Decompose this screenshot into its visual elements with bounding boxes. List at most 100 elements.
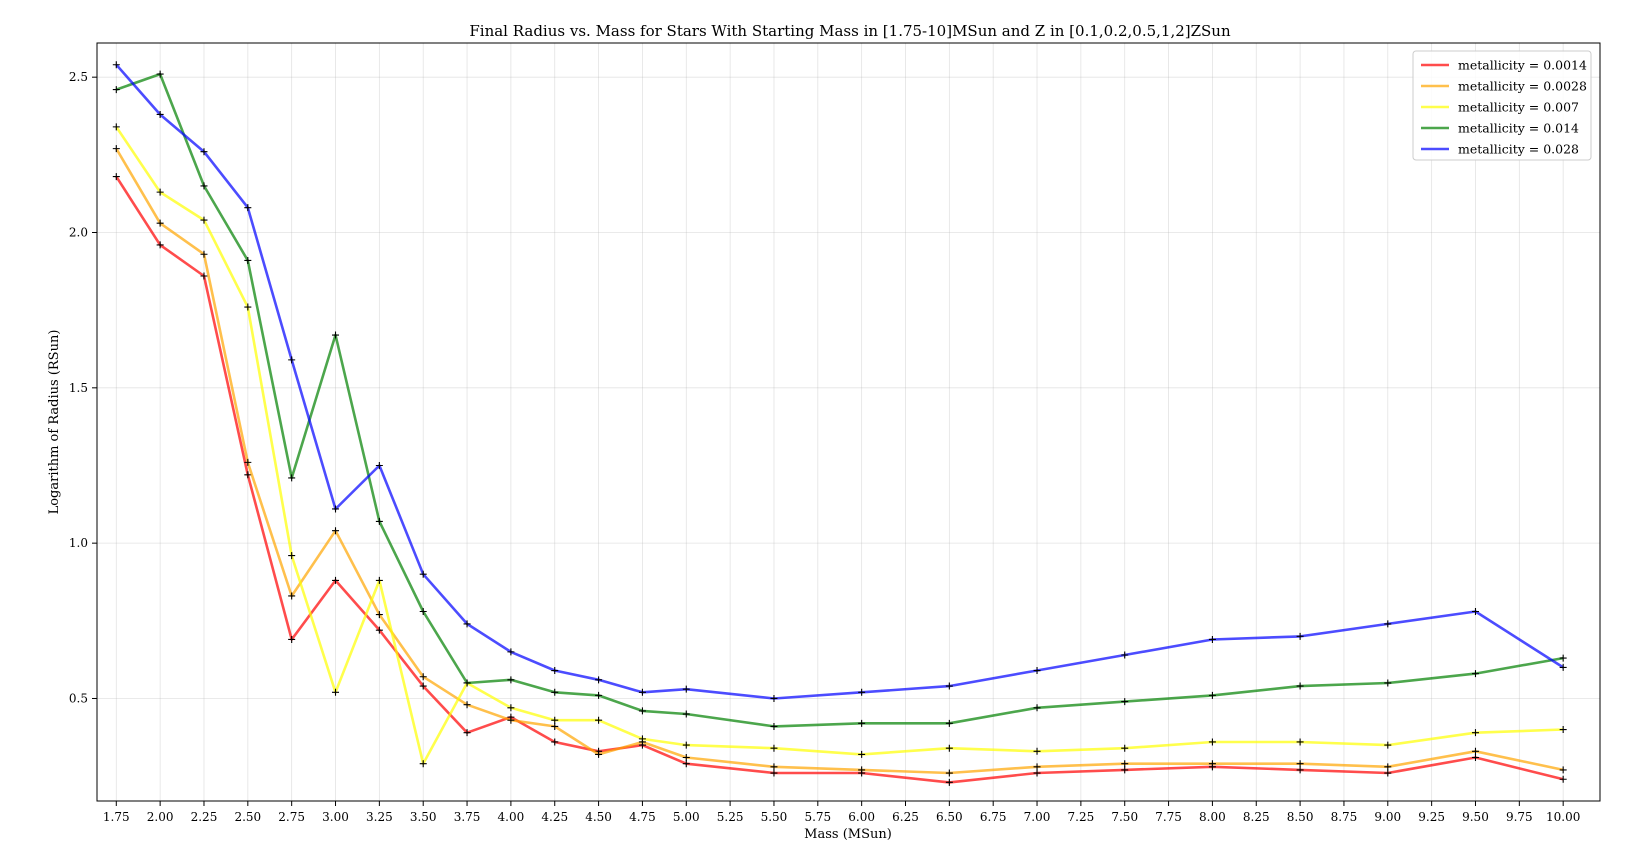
data-point-marker bbox=[332, 505, 340, 513]
data-point-marker bbox=[288, 592, 296, 600]
x-tick-label: 2.50 bbox=[234, 810, 261, 824]
data-point-marker bbox=[1121, 744, 1129, 752]
x-tick-label: 8.25 bbox=[1243, 810, 1270, 824]
data-point-marker bbox=[1121, 766, 1129, 774]
x-tick-label: 3.75 bbox=[454, 810, 481, 824]
data-point-marker bbox=[638, 688, 646, 696]
data-point-marker bbox=[200, 272, 208, 280]
data-point-marker bbox=[1121, 760, 1129, 768]
x-tick-label: 6.75 bbox=[980, 810, 1007, 824]
data-point-marker bbox=[682, 741, 690, 749]
data-point-marker bbox=[638, 735, 646, 743]
series-lines bbox=[112, 61, 1567, 786]
data-point-marker bbox=[156, 70, 164, 78]
x-tick-label: 9.25 bbox=[1418, 810, 1445, 824]
x-axis-ticks: 1.75 2.00 2.25 2.50 2.75 3.00 3.25 3.50 3.75 4.00… bbox=[103, 801, 1580, 824]
data-point-marker bbox=[1296, 632, 1304, 640]
data-point-marker bbox=[682, 754, 690, 762]
data-point-marker bbox=[244, 471, 252, 479]
data-point-marker bbox=[945, 778, 953, 786]
data-point-marker bbox=[200, 216, 208, 224]
data-point-marker bbox=[595, 691, 603, 699]
data-point-marker bbox=[156, 219, 164, 227]
series-line bbox=[115, 147, 1564, 775]
x-tick-label: 8.75 bbox=[1331, 810, 1358, 824]
series-3 bbox=[112, 123, 1567, 768]
data-point-marker bbox=[770, 769, 778, 777]
data-point-marker bbox=[551, 716, 559, 724]
data-point-marker bbox=[288, 635, 296, 643]
data-point-marker bbox=[1208, 635, 1216, 643]
data-point-marker bbox=[595, 750, 603, 758]
legend-entry-label: metallicity = 0.014 bbox=[1458, 121, 1579, 136]
data-point-marker bbox=[1033, 747, 1041, 755]
data-point-marker bbox=[112, 173, 120, 181]
data-point-marker bbox=[1471, 608, 1479, 615]
legend-entry-label: metallicity = 0.007 bbox=[1458, 100, 1579, 115]
y-tick-label: 0.5 bbox=[69, 691, 88, 705]
x-tick-label: 2.75 bbox=[278, 810, 305, 824]
data-point-marker bbox=[770, 694, 778, 702]
data-point-marker bbox=[682, 710, 690, 718]
data-point-marker bbox=[375, 461, 383, 469]
x-tick-label: 5.00 bbox=[673, 810, 700, 824]
x-tick-label: 4.25 bbox=[541, 810, 568, 824]
legend-entry-label: metallicity = 0.0014 bbox=[1458, 58, 1587, 73]
x-tick-label: 8.50 bbox=[1287, 810, 1314, 824]
legend-entry-label: metallicity = 0.028 bbox=[1458, 142, 1579, 157]
data-point-marker bbox=[1471, 754, 1479, 762]
data-point-marker bbox=[858, 750, 866, 758]
data-point-marker bbox=[1296, 766, 1304, 774]
data-point-marker bbox=[419, 673, 427, 681]
data-point-marker bbox=[463, 701, 471, 709]
data-point-marker bbox=[1559, 726, 1567, 734]
data-point-marker bbox=[244, 256, 252, 264]
x-tick-label: 4.50 bbox=[585, 810, 612, 824]
y-tick-label: 2.5 bbox=[69, 70, 88, 84]
x-tick-label: 9.75 bbox=[1506, 810, 1533, 824]
data-point-marker bbox=[1384, 620, 1392, 628]
data-point-marker bbox=[200, 250, 208, 258]
x-tick-label: 6.50 bbox=[936, 810, 963, 824]
data-point-marker bbox=[419, 608, 427, 615]
data-point-marker bbox=[1384, 763, 1392, 771]
x-tick-label: 2.25 bbox=[191, 810, 218, 824]
x-tick-label: 9.50 bbox=[1462, 810, 1489, 824]
x-tick-label: 6.00 bbox=[848, 810, 875, 824]
data-point-marker bbox=[156, 110, 164, 118]
data-point-marker bbox=[770, 744, 778, 752]
data-point-marker bbox=[112, 145, 120, 153]
x-axis-label: Mass (MSun) bbox=[804, 827, 892, 842]
data-point-marker bbox=[507, 648, 515, 656]
data-point-marker bbox=[200, 148, 208, 156]
data-point-marker bbox=[1296, 682, 1304, 690]
x-tick-label: 4.75 bbox=[629, 810, 656, 824]
series-5 bbox=[112, 61, 1567, 702]
data-point-marker bbox=[1471, 729, 1479, 737]
y-tick-label: 2.0 bbox=[69, 226, 88, 240]
data-point-marker bbox=[858, 688, 866, 696]
data-point-marker bbox=[156, 188, 164, 196]
data-point-marker bbox=[595, 676, 603, 684]
data-point-marker bbox=[858, 719, 866, 727]
data-point-marker bbox=[770, 722, 778, 730]
data-point-marker bbox=[1559, 775, 1567, 783]
data-point-marker bbox=[507, 716, 515, 724]
data-point-marker bbox=[419, 760, 427, 768]
x-tick-label: 9.00 bbox=[1374, 810, 1401, 824]
data-point-marker bbox=[551, 667, 559, 675]
data-point-marker bbox=[1296, 760, 1304, 768]
data-point-marker bbox=[945, 744, 953, 752]
data-point-marker bbox=[551, 722, 559, 730]
data-point-marker bbox=[1033, 704, 1041, 712]
data-point-marker bbox=[945, 719, 953, 727]
data-point-marker bbox=[375, 576, 383, 584]
data-point-marker bbox=[244, 204, 252, 212]
data-point-marker bbox=[1033, 769, 1041, 777]
x-tick-label: 3.50 bbox=[410, 810, 437, 824]
x-tick-label: 6.25 bbox=[892, 810, 919, 824]
x-tick-label: 10.00 bbox=[1546, 810, 1580, 824]
x-tick-label: 2.00 bbox=[147, 810, 174, 824]
data-point-marker bbox=[945, 769, 953, 777]
series-2 bbox=[112, 145, 1567, 777]
